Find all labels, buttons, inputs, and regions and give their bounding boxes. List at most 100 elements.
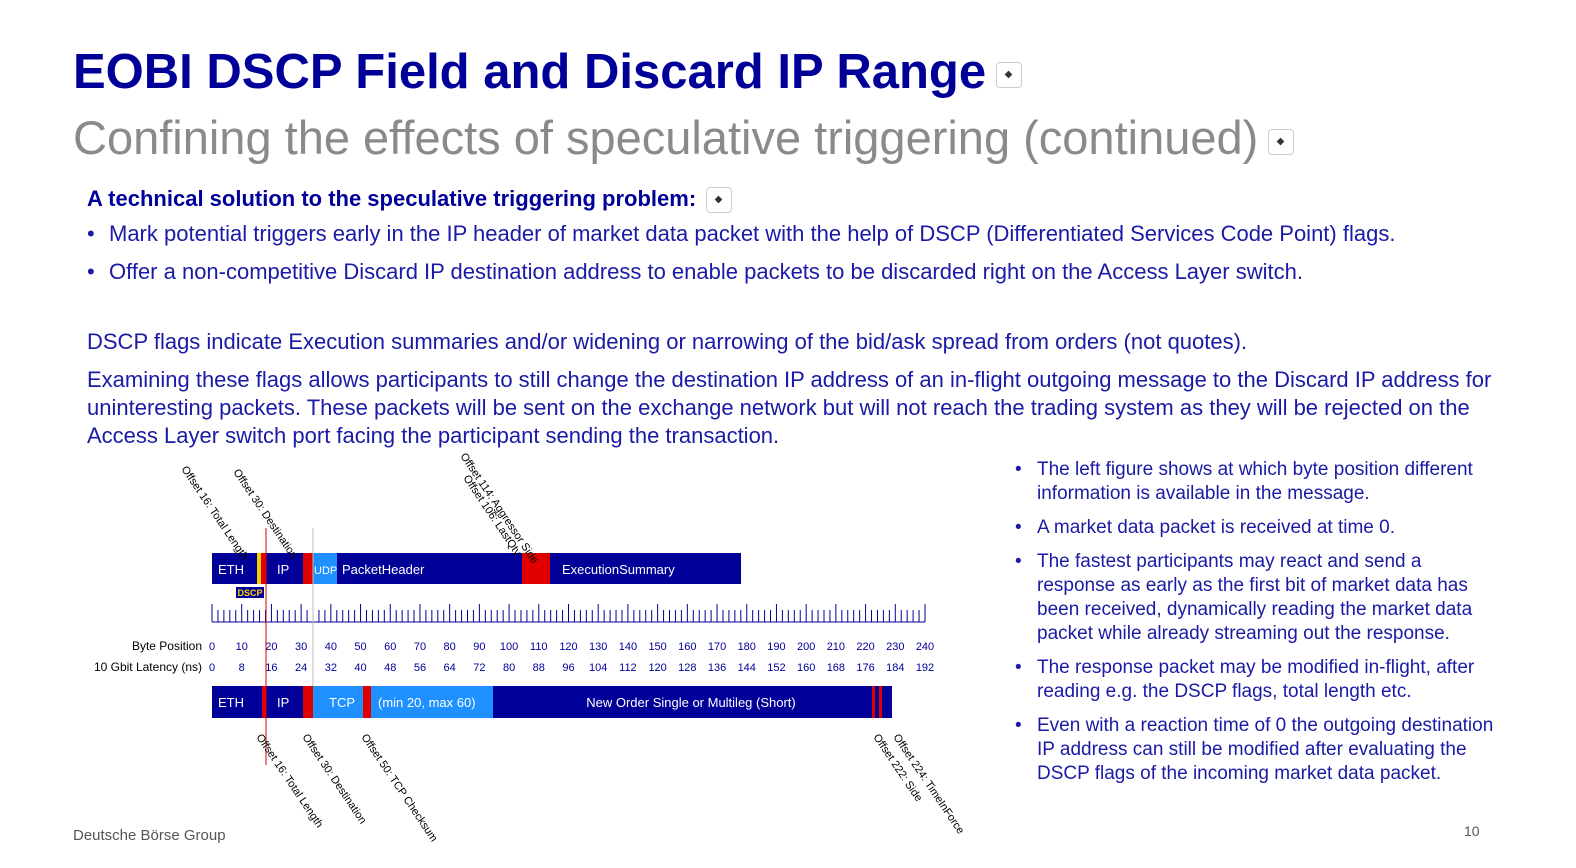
segment [262, 686, 266, 718]
byte-position: 230 [886, 641, 904, 653]
side-bullets: The left figure shows at which byte posi… [1015, 458, 1495, 786]
byte-position: 180 [738, 641, 756, 653]
segment [257, 553, 261, 584]
latency: 80 [503, 662, 515, 674]
byte-position: 70 [414, 641, 426, 653]
byte-position: 100 [500, 641, 518, 653]
latency: 184 [886, 662, 904, 674]
segment [879, 686, 882, 718]
latency: 16 [265, 662, 277, 674]
latency: 120 [648, 662, 666, 674]
latency: 8 [239, 662, 245, 674]
latency: 0 [209, 662, 215, 674]
byte-position: 30 [295, 641, 307, 653]
ai-icon[interactable] [706, 187, 733, 214]
latency: 72 [473, 662, 485, 674]
byte-position: 150 [648, 641, 666, 653]
packet-figure: ETH IP UDP PacketHeader ExecutionSummary DSCP… [94, 451, 966, 844]
byte-position: 120 [559, 641, 577, 653]
block-label: UDP [314, 565, 337, 577]
byte-position: 60 [384, 641, 396, 653]
latency: 96 [562, 662, 574, 674]
segment [303, 686, 313, 718]
subtitle-text: Confining the effects of speculative tri… [73, 111, 1259, 164]
intro: A technical solution to the speculative … [87, 186, 1537, 297]
bullet: Mark potential triggers early in the IP … [87, 221, 1537, 247]
segment [313, 553, 337, 584]
offset-label: Offset 50: TCP Checksum [359, 732, 440, 844]
ai-icon[interactable] [996, 62, 1023, 89]
bullet: The left figure shows at which byte posi… [1015, 458, 1495, 506]
block-label: PacketHeader [342, 562, 425, 577]
ai-icon[interactable] [1268, 128, 1295, 155]
byte-position: 130 [589, 641, 607, 653]
segment [313, 686, 363, 718]
offset-label: Offset 114: Aggressor Side [458, 451, 541, 566]
heading-text: A technical solution to the speculative … [87, 186, 697, 211]
latency: 104 [589, 662, 607, 674]
segment [266, 686, 303, 718]
latency: 32 [325, 662, 337, 674]
paragraph: DSCP flags indicate Execution summaries … [87, 329, 1248, 354]
byte-position: 0 [209, 641, 215, 653]
bullet: The fastest participants may react and s… [1015, 550, 1495, 646]
dscp-box [236, 587, 264, 598]
row-label: 10 Gbit Latency (ns) [94, 660, 202, 674]
intro-bullets: Mark potential triggers early in the IP … [87, 221, 1537, 285]
block-label: ExecutionSummary [562, 562, 675, 577]
block-label: ETH [218, 562, 244, 577]
footer-company: Deutsche Börse Group [73, 827, 226, 844]
byte-position: 10 [236, 641, 248, 653]
bullet: Offer a non-competitive Discard IP desti… [87, 259, 1537, 285]
latency: 160 [797, 662, 815, 674]
latency: 136 [708, 662, 726, 674]
latency: 64 [444, 662, 456, 674]
subtitle: Confining the effects of speculative tri… [73, 110, 1295, 165]
byte-position: 190 [767, 641, 785, 653]
intro-heading: A technical solution to the speculative … [87, 186, 1537, 214]
segment [493, 686, 892, 718]
paragraphs: DSCP flags indicate Execution summaries … [87, 328, 1527, 460]
byte-position: 170 [708, 641, 726, 653]
latency: 24 [295, 662, 307, 674]
block-label: IP [277, 695, 289, 710]
segment [522, 553, 550, 584]
page-number: 10 [1464, 823, 1480, 839]
byte-position: 90 [473, 641, 485, 653]
segment [552, 553, 741, 584]
byte-position: 200 [797, 641, 815, 653]
block-label: TCP [329, 695, 355, 710]
block-label: (min 20, max 60) [378, 695, 476, 710]
block-label: New Order Single or Multileg (Short) [586, 695, 796, 710]
latency: 152 [767, 662, 785, 674]
bullet: Even with a reaction time of 0 the outgo… [1015, 714, 1495, 786]
latency: 192 [916, 662, 934, 674]
segment [212, 553, 257, 584]
byte-position: 210 [827, 641, 845, 653]
segment [261, 553, 266, 584]
segment [872, 686, 875, 718]
segment [550, 553, 552, 584]
segment [266, 553, 303, 584]
block-label: IP [277, 562, 289, 577]
title-text: EOBI DSCP Field and Discard IP Range [73, 45, 987, 99]
latency: 176 [856, 662, 874, 674]
row-label: Byte Position [132, 639, 202, 653]
segment [371, 686, 493, 718]
latency: 144 [738, 662, 756, 674]
byte-position: 110 [530, 641, 548, 653]
latency: 112 [619, 662, 637, 674]
bullet: A market data packet is received at time… [1015, 516, 1495, 540]
byte-position: 140 [619, 641, 637, 653]
latency: 88 [533, 662, 545, 674]
latency: 48 [384, 662, 396, 674]
byte-position: 80 [444, 641, 456, 653]
side-notes: The left figure shows at which byte posi… [1015, 458, 1495, 796]
paragraph: Examining these flags allows participant… [87, 367, 1492, 448]
latency: 56 [414, 662, 426, 674]
byte-position: 40 [325, 641, 337, 653]
segment [212, 686, 262, 718]
byte-position: 20 [265, 641, 277, 653]
block-label: ETH [218, 695, 244, 710]
